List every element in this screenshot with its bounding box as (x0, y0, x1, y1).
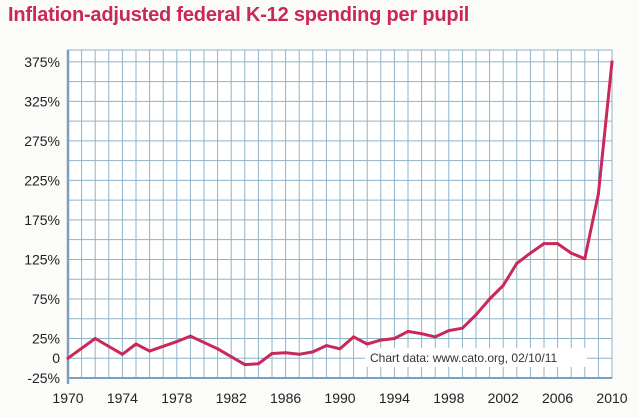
data-point (134, 342, 138, 346)
grid (67, 49, 613, 379)
data-point (297, 352, 301, 356)
data-point (569, 251, 573, 255)
data-point (433, 335, 437, 339)
data-point (406, 329, 410, 333)
data-point (270, 351, 274, 355)
data-point (338, 347, 342, 351)
data-point (324, 344, 328, 348)
x-tick-label: 1974 (107, 390, 138, 406)
y-tick-label: 125% (24, 251, 60, 267)
y-axis-tick-labels: -25% 0 25% 75% 125% 175% 225% 275% 325% 375% (24, 54, 60, 386)
y-tick-label: 325% (24, 93, 60, 109)
data-point (93, 336, 97, 340)
data-point (392, 336, 396, 340)
data-point (284, 351, 288, 355)
x-tick-label: 1978 (161, 390, 192, 406)
x-tick-label: 1990 (324, 390, 355, 406)
data-point (256, 362, 260, 366)
x-tick-label: 1970 (52, 390, 83, 406)
data-point (583, 257, 587, 261)
data-point (365, 342, 369, 346)
data-point (311, 350, 315, 354)
y-tick-label: 375% (24, 54, 60, 70)
data-point (379, 338, 383, 342)
y-tick-label: 75% (32, 291, 60, 307)
data-point (175, 340, 179, 344)
data-point (556, 242, 560, 246)
data-point (542, 242, 546, 246)
x-tick-label: 1986 (270, 390, 301, 406)
annotation-background (365, 348, 587, 367)
x-tick-label: 2010 (596, 390, 627, 406)
x-tick-label: 2006 (542, 390, 573, 406)
data-point (148, 349, 152, 353)
data-point (528, 251, 532, 255)
data-point (501, 284, 505, 288)
data-point (66, 356, 70, 360)
y-tick-label: 175% (24, 212, 60, 228)
data-point (474, 313, 478, 317)
data-point (216, 347, 220, 351)
x-tick-label: 1994 (379, 390, 410, 406)
axes (66, 50, 612, 384)
x-axis-tick-labels: 1970 1974 1978 1982 1986 1990 1994 1998 2002 2006… (52, 390, 627, 406)
y-tick-label: -25% (27, 370, 60, 386)
data-point (188, 334, 192, 338)
y-tick-label: 25% (32, 330, 60, 346)
series (66, 60, 614, 367)
series-line (66, 60, 614, 367)
data-point (420, 332, 424, 336)
data-point (596, 192, 600, 196)
data-point (515, 261, 519, 265)
chart-title: Inflation-adjusted federal K-12 spending… (8, 4, 470, 26)
y-tick-label: 275% (24, 133, 60, 149)
data-point (460, 326, 464, 330)
source-annotation: Chart data: www.cato.org, 02/10/11 (370, 351, 558, 365)
x-tick-label: 2002 (488, 390, 519, 406)
data-point (447, 329, 451, 333)
x-tick-label: 1982 (216, 390, 247, 406)
data-point (610, 60, 614, 64)
data-point (488, 297, 492, 301)
data-point (352, 335, 356, 339)
data-point (120, 352, 124, 356)
data-point (243, 363, 247, 367)
x-tick-label: 1998 (433, 390, 464, 406)
y-tick-label: 225% (24, 172, 60, 188)
y-tick-label: 0 (52, 350, 60, 366)
